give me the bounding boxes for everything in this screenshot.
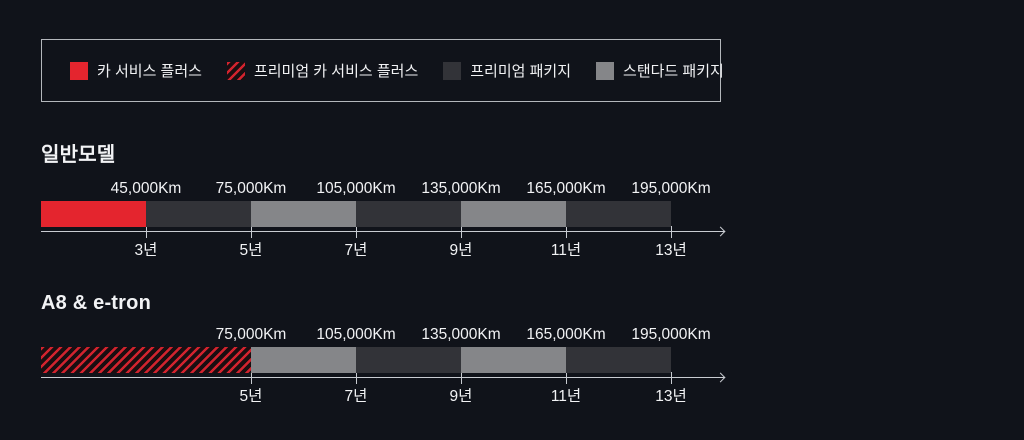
hatched-swatch-icon <box>226 61 245 80</box>
year-label: 7년 <box>344 388 368 405</box>
year-label: 13년 <box>655 388 687 405</box>
legend-item: 프리미엄 패키지 <box>443 60 571 81</box>
km-label: 75,000Km <box>215 326 287 343</box>
axis-tick <box>250 226 252 238</box>
axis-tick <box>565 372 567 384</box>
axis-line-with-arrow <box>41 377 724 378</box>
segment-light <box>461 201 566 227</box>
axis-tick <box>670 226 672 238</box>
segment-hatched <box>41 347 251 373</box>
km-label: 105,000Km <box>316 180 396 197</box>
segment-red <box>41 201 146 227</box>
chart-title: A8 & e-tron <box>41 292 151 314</box>
km-label: 135,000Km <box>421 180 501 197</box>
chart-title: 일반모델 <box>41 144 116 166</box>
axis-tick <box>565 226 567 238</box>
year-label: 5년 <box>239 242 263 259</box>
year-label: 11년 <box>550 388 582 405</box>
year-label: 3년 <box>134 242 158 259</box>
segment-light <box>461 347 566 373</box>
legend-item-label: 프리미엄 카 서비스 플러스 <box>253 63 419 80</box>
legend: 카 서비스 플러스 프리미엄 카 서비스 플러스 프리미엄 패키지 스탠다드 패키지 <box>41 39 724 102</box>
year-label: 9년 <box>449 388 473 405</box>
year-label: 7년 <box>344 242 368 259</box>
timeline-bar <box>41 347 671 373</box>
year-label: 13년 <box>655 242 687 259</box>
legend-item-label: 카 서비스 플러스 <box>97 63 202 80</box>
segment-dark <box>566 201 671 227</box>
chart-a8-etron: A8 & e-tron 75,000Km 5년 105,000Km 7년 135,000K… <box>41 292 741 424</box>
year-label: 9년 <box>449 242 473 259</box>
segment-dark <box>356 347 461 373</box>
axis-tick <box>250 372 252 384</box>
legend-item: 프리미엄 카 서비스 플러스 <box>226 60 419 81</box>
km-label: 105,000Km <box>316 326 396 343</box>
km-label: 135,000Km <box>421 326 501 343</box>
year-label: 11년 <box>550 242 582 259</box>
km-label: 165,000Km <box>526 180 606 197</box>
legend-item: 스탠다드 패키지 <box>596 60 724 81</box>
segment-dark <box>146 201 251 227</box>
km-label: 75,000Km <box>215 180 287 197</box>
km-label: 195,000Km <box>631 180 711 197</box>
light-swatch-icon <box>596 61 615 80</box>
axis-tick <box>670 372 672 384</box>
year-label: 5년 <box>239 388 263 405</box>
red-swatch-icon <box>70 61 88 80</box>
segment-dark <box>356 201 461 227</box>
km-label: 45,000Km <box>110 180 182 197</box>
dark-swatch-icon <box>443 61 462 80</box>
legend-item: 카 서비스 플러스 <box>70 60 202 81</box>
axis-tick <box>460 226 462 238</box>
segment-light <box>251 347 356 373</box>
axis-line-with-arrow <box>41 231 724 232</box>
segment-light <box>251 201 356 227</box>
axis-tick <box>355 372 357 384</box>
axis-tick <box>145 226 147 238</box>
legend-item-label: 프리미엄 패키지 <box>470 63 572 80</box>
axis-tick <box>355 226 357 238</box>
legend-item-label: 스탠다드 패키지 <box>623 63 724 80</box>
chart-general-model: 일반모델 45,000Km 3년 75,000Km 5년 105,000Km 7년 135,0… <box>41 138 741 270</box>
segment-dark <box>566 347 671 373</box>
axis-tick <box>460 372 462 384</box>
km-label: 165,000Km <box>526 326 606 343</box>
timeline-bar <box>41 201 671 227</box>
km-label: 195,000Km <box>631 326 711 343</box>
